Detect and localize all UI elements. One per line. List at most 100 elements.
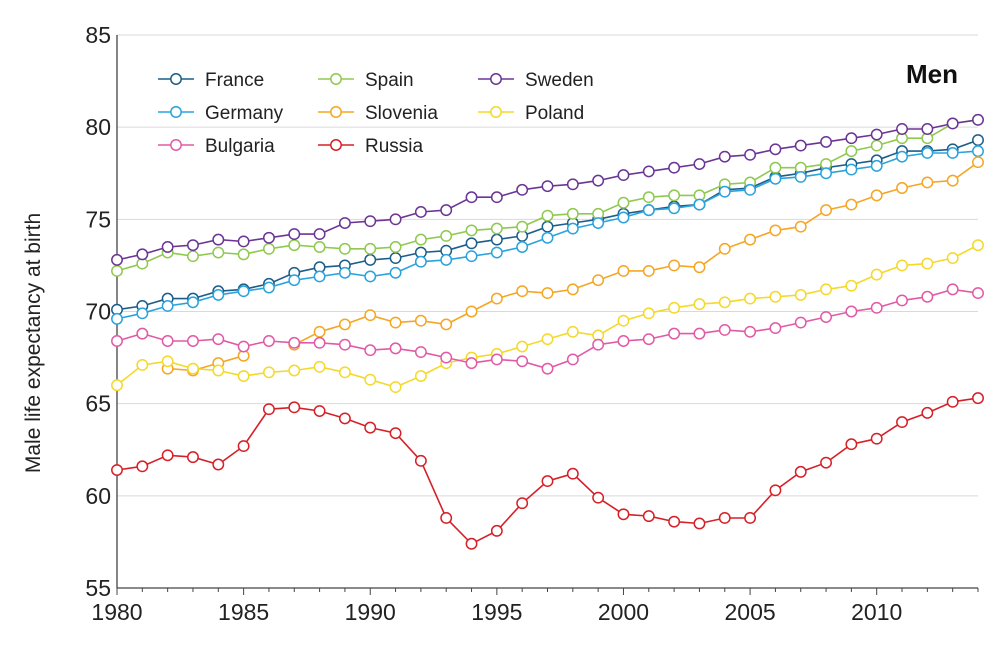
data-point-bulgaria <box>642 333 655 346</box>
data-point-slovenia <box>592 274 605 287</box>
data-point-france <box>364 253 377 266</box>
legend-label: France <box>205 70 264 91</box>
data-point-russia <box>845 438 858 451</box>
data-point-russia <box>921 406 934 419</box>
data-point-sweden <box>313 228 326 241</box>
data-point-bulgaria <box>389 342 402 355</box>
data-point-germany <box>820 167 833 180</box>
data-point-spain <box>364 242 377 255</box>
data-point-spain <box>288 239 301 252</box>
legend-item-slovenia: Slovenia <box>318 103 438 124</box>
data-point-france <box>972 134 984 147</box>
data-point-poland <box>338 366 351 379</box>
data-point-poland <box>744 292 757 305</box>
data-point-sweden <box>161 241 174 253</box>
data-point-bulgaria <box>693 327 706 340</box>
legend-swatch-marker <box>170 73 182 85</box>
data-point-poland <box>566 325 579 338</box>
data-point-germany <box>845 163 858 176</box>
data-point-germany <box>516 241 529 253</box>
data-point-russia <box>490 524 503 537</box>
data-point-bulgaria <box>870 301 883 314</box>
data-point-sweden <box>389 213 402 226</box>
data-point-russia <box>972 392 984 405</box>
data-point-germany <box>313 270 326 283</box>
data-point-bulgaria <box>111 335 123 347</box>
axes: 55 60 65 70 75 80 85 1980 1985 1990 1995 2000 2005 20… <box>85 22 979 625</box>
data-point-poland <box>642 307 655 320</box>
data-point-russia <box>414 454 427 467</box>
legend-item-russia: Russia <box>318 136 424 157</box>
data-point-slovenia <box>870 189 883 202</box>
data-point-bulgaria <box>946 283 959 296</box>
data-point-germany <box>592 217 605 229</box>
data-point-spain <box>338 242 351 255</box>
data-point-poland <box>921 257 934 270</box>
data-point-russia <box>136 460 149 473</box>
data-point-slovenia <box>414 314 427 327</box>
legend-item-spain: Spain <box>318 70 414 91</box>
data-point-france <box>541 220 554 233</box>
data-point-germany <box>364 270 377 283</box>
data-point-sweden <box>516 183 529 196</box>
x-tick-label: 1995 <box>471 599 522 625</box>
data-point-poland <box>794 288 807 301</box>
legend-label: Bulgaria <box>205 136 275 157</box>
legend: France Germany Bulgaria Spain Slovenia Russia… <box>158 70 594 157</box>
data-point-slovenia <box>465 305 478 318</box>
x-tick-label: 2000 <box>598 599 649 625</box>
data-point-sweden <box>288 228 301 241</box>
data-point-sweden <box>668 161 681 174</box>
data-point-spain <box>845 145 858 158</box>
data-point-sweden <box>136 248 149 261</box>
data-point-slovenia <box>896 182 908 194</box>
data-point-sweden <box>744 148 757 161</box>
data-point-russia <box>313 405 326 417</box>
data-point-slovenia <box>845 198 858 211</box>
series-sweden <box>111 113 984 266</box>
data-point-sweden <box>338 217 351 229</box>
data-point-russia <box>668 515 681 528</box>
data-point-bulgaria <box>566 353 579 366</box>
data-point-poland <box>845 279 858 292</box>
data-point-germany <box>237 285 250 298</box>
legend-swatch-marker <box>330 139 342 151</box>
data-point-sweden <box>262 231 275 244</box>
data-point-bulgaria <box>794 316 807 329</box>
y-axis-title: Male life expectancy at birth <box>22 213 45 473</box>
data-point-bulgaria <box>288 336 301 349</box>
data-point-russia <box>516 497 529 510</box>
data-point-bulgaria <box>212 333 225 346</box>
data-point-russia <box>896 416 908 429</box>
data-point-slovenia <box>313 325 326 338</box>
data-point-poland <box>414 370 427 382</box>
data-point-slovenia <box>693 261 706 274</box>
data-point-bulgaria <box>490 353 503 366</box>
data-point-spain <box>870 139 883 152</box>
data-point-germany <box>288 274 301 287</box>
data-point-poland <box>516 340 529 353</box>
data-point-spain <box>516 220 529 233</box>
data-point-russia <box>288 401 301 414</box>
data-point-poland <box>617 314 630 327</box>
data-point-bulgaria <box>136 327 149 340</box>
data-point-spain <box>541 209 554 222</box>
data-point-spain <box>668 189 681 202</box>
y-tick-label: 85 <box>85 22 111 48</box>
data-point-bulgaria <box>338 338 351 351</box>
data-point-slovenia <box>946 174 959 187</box>
legend-label: Russia <box>365 136 424 157</box>
data-point-bulgaria <box>845 305 858 318</box>
data-point-bulgaria <box>896 294 908 307</box>
data-point-russia <box>566 467 579 480</box>
x-tick-label: 1990 <box>345 599 396 625</box>
data-point-russia <box>212 458 225 471</box>
data-point-russia <box>364 421 377 434</box>
y-tick-label: 70 <box>85 299 111 325</box>
y-tick-label: 65 <box>85 391 111 417</box>
data-point-russia <box>440 512 453 524</box>
data-point-spain <box>566 207 579 220</box>
data-point-russia <box>744 512 757 524</box>
data-point-germany <box>161 300 174 312</box>
data-point-spain <box>187 250 199 263</box>
